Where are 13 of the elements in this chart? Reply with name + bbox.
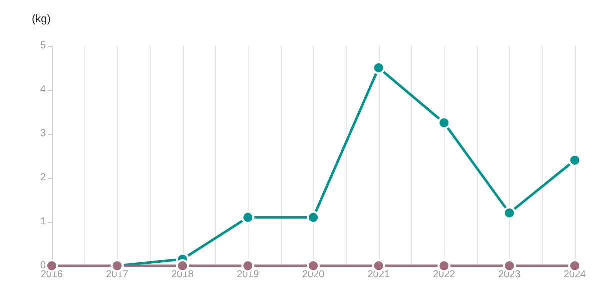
point	[307, 211, 320, 224]
y-tick-label: 0	[40, 260, 46, 272]
point	[503, 206, 516, 220]
y-tick-label: 2	[40, 172, 46, 184]
y-axis-title: (kg)	[32, 14, 51, 26]
y-tick-label: 4	[40, 84, 46, 96]
point	[372, 62, 386, 74]
point	[568, 154, 582, 167]
point	[242, 211, 255, 224]
point	[438, 116, 451, 130]
y-tick-label: 3	[40, 128, 46, 140]
y-tick-label: 1	[40, 216, 46, 228]
y-tick-label: 5	[40, 40, 46, 52]
